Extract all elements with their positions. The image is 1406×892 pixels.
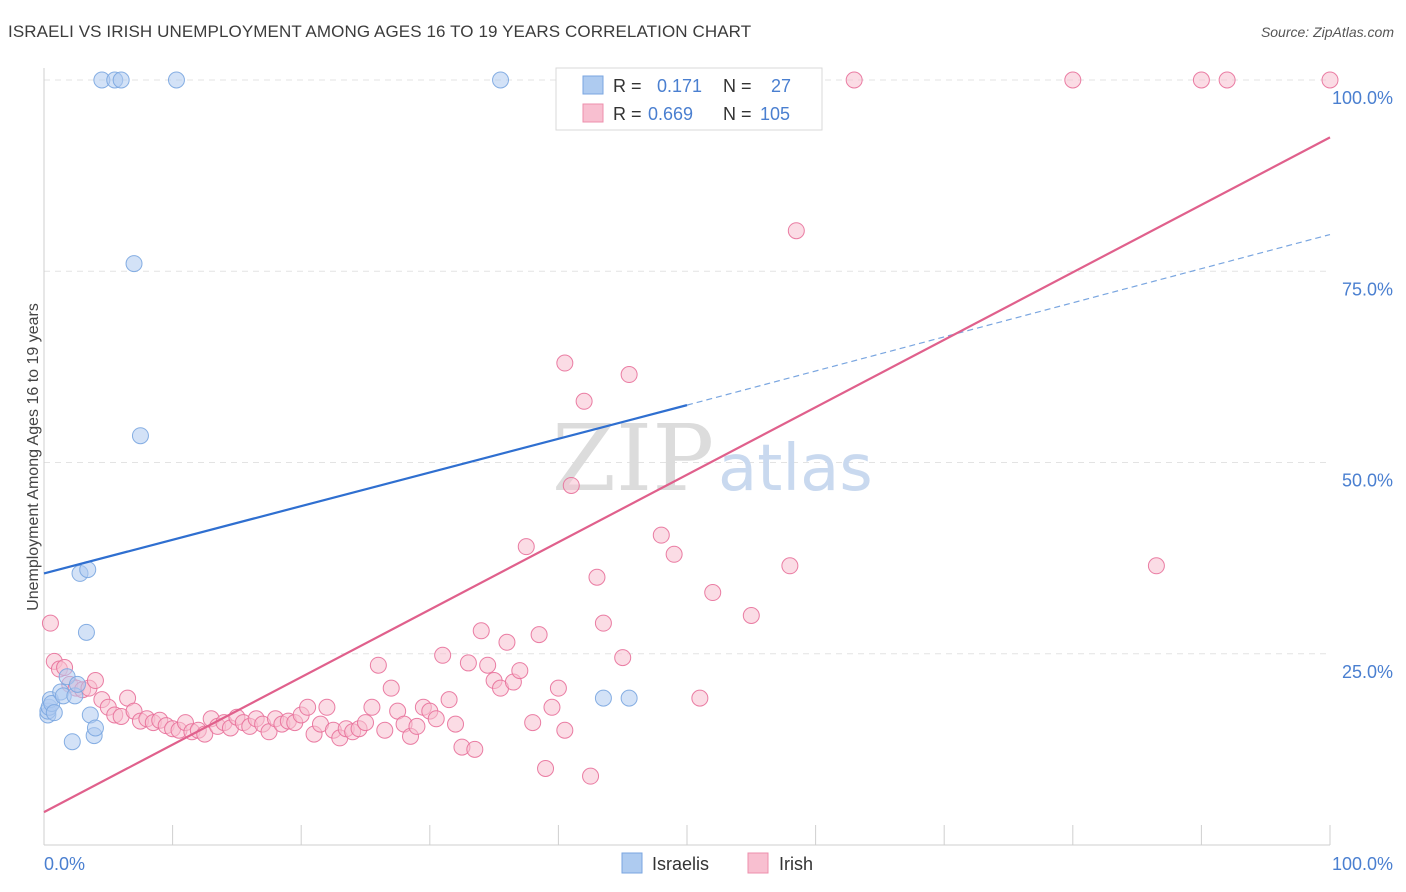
data-point-irish <box>594 614 612 632</box>
data-point-irish <box>556 354 574 372</box>
correlation-legend: R = 0.171 N = 27 R = 0.669 N = 105 <box>555 67 823 131</box>
legend-r-value-irish: 0.669 <box>648 104 693 124</box>
data-point-irish <box>466 740 484 758</box>
data-point-irish <box>556 721 574 739</box>
trend-line-irish <box>43 136 1331 814</box>
legend-n-label: N = <box>723 76 752 96</box>
axes <box>43 68 1331 846</box>
data-point-irish <box>86 672 104 690</box>
data-point-israelis <box>77 623 95 641</box>
data-point-irish <box>704 584 722 602</box>
y-tick-label: 75.0% <box>1342 279 1393 299</box>
data-point-irish <box>781 557 799 575</box>
legend-bottom-swatch-israelis <box>621 852 643 874</box>
y-tick-labels: 25.0% 50.0% 75.0% 100.0% <box>1332 88 1393 682</box>
data-point-irish <box>41 614 59 632</box>
data-point-irish <box>549 679 567 697</box>
y-axis-label: Unemployment Among Ages 16 to 19 years <box>25 303 42 611</box>
data-point-irish <box>665 545 683 563</box>
data-point-irish <box>652 526 670 544</box>
legend-n-label: N = <box>723 104 752 124</box>
x-tick-label: 0.0% <box>44 854 85 874</box>
data-point-israelis <box>112 71 130 89</box>
data-point-irish <box>434 646 452 664</box>
data-point-irish <box>614 649 632 667</box>
data-point-irish <box>543 698 561 716</box>
data-point-irish <box>479 656 497 674</box>
data-point-israelis <box>68 675 86 693</box>
legend-n-value-israelis: 27 <box>771 76 791 96</box>
legend-r-value-israelis: 0.171 <box>657 76 702 96</box>
source-credit: Source: ZipAtlas.com <box>1260 24 1394 40</box>
legend-r-label: R = <box>613 104 642 124</box>
data-point-irish <box>1218 71 1236 89</box>
legend-bottom-label-israelis: Israelis <box>652 854 709 874</box>
data-point-israelis <box>131 427 149 445</box>
watermark-atlas: atlas <box>718 432 873 506</box>
data-point-irish <box>363 698 381 716</box>
data-point-irish <box>562 476 580 494</box>
legend-r-label: R = <box>613 76 642 96</box>
data-points <box>39 71 1339 785</box>
data-point-israelis <box>620 689 638 707</box>
data-point-irish <box>588 568 606 586</box>
data-point-irish <box>408 717 426 735</box>
series-legend: Israelis Irish <box>621 852 813 874</box>
grid-lines <box>44 79 1330 655</box>
data-point-irish <box>382 679 400 697</box>
data-point-irish <box>787 222 805 240</box>
data-point-irish <box>517 538 535 556</box>
data-point-irish <box>742 607 760 624</box>
data-point-irish <box>427 710 445 728</box>
data-point-irish <box>620 366 638 384</box>
data-point-irish <box>369 656 387 674</box>
data-point-israelis <box>63 733 81 751</box>
watermark-zip: ZIP <box>552 405 714 512</box>
data-point-irish <box>318 698 336 716</box>
legend-bottom-swatch-irish <box>747 852 769 874</box>
data-point-israelis <box>594 689 612 707</box>
data-point-irish <box>1192 71 1210 89</box>
data-point-israelis <box>86 719 104 737</box>
chart-title: ISRAELI VS IRISH UNEMPLOYMENT AMONG AGES… <box>8 22 752 41</box>
data-point-israelis <box>45 704 63 722</box>
data-point-irish <box>498 633 516 651</box>
legend-swatch-israelis <box>582 75 604 95</box>
legend-n-value-irish: 105 <box>760 104 790 124</box>
data-point-irish <box>524 714 542 732</box>
x-tick-labels: 0.0% 100.0% <box>44 854 1393 874</box>
data-point-irish <box>845 71 863 89</box>
trend-line-israelis-extension <box>686 233 1331 406</box>
data-point-irish <box>1321 71 1339 89</box>
data-point-irish <box>537 760 555 777</box>
data-point-irish <box>582 767 600 785</box>
data-point-irish <box>1147 557 1165 575</box>
data-point-israelis <box>167 71 185 89</box>
data-point-irish <box>376 721 394 739</box>
data-point-irish <box>511 662 529 680</box>
y-tick-label: 100.0% <box>1332 88 1393 108</box>
data-point-irish <box>530 626 548 644</box>
trend-lines <box>43 136 1331 814</box>
data-point-irish <box>447 715 465 733</box>
data-point-irish <box>472 622 490 640</box>
data-point-irish <box>575 392 593 410</box>
data-point-israelis <box>492 71 510 89</box>
data-point-irish <box>1064 71 1082 89</box>
y-tick-label: 50.0% <box>1342 471 1393 491</box>
data-point-irish <box>440 691 458 709</box>
watermark: ZIP atlas <box>552 405 873 512</box>
trend-line-israelis <box>43 404 688 575</box>
y-tick-label: 25.0% <box>1342 662 1393 682</box>
data-point-irish <box>299 698 317 716</box>
data-point-irish <box>691 689 709 707</box>
legend-swatch-irish <box>582 103 604 123</box>
data-point-irish <box>459 654 477 672</box>
data-point-irish <box>357 714 374 732</box>
x-tick-label: 100.0% <box>1332 854 1393 874</box>
legend-bottom-label-irish: Irish <box>779 854 813 874</box>
data-point-israelis <box>125 255 143 273</box>
